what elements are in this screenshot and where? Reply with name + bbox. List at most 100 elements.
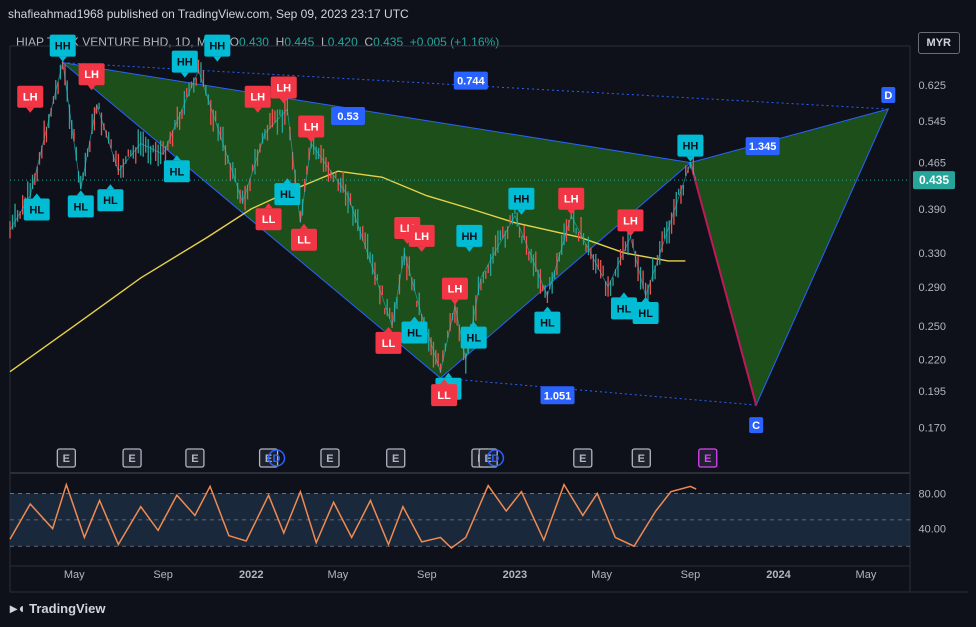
swing-badge: [290, 228, 317, 251]
pattern-point-badge: [881, 87, 896, 104]
swing-badge: [431, 384, 458, 407]
swing-badge: [408, 224, 435, 247]
swing-label: LH: [84, 69, 99, 81]
earnings-marker-label: E: [392, 453, 399, 465]
swing-badge-pointer: [384, 326, 393, 332]
swing-badge-pointer: [172, 155, 181, 161]
swing-badge: [49, 34, 76, 57]
publish-header: shafieahmad1968 published on TradingView…: [8, 7, 409, 21]
swing-badge-pointer: [279, 98, 288, 104]
swing-badge: [460, 326, 487, 349]
tv-logo-icon: ▸◖: [10, 600, 26, 616]
swing-label: LH: [250, 92, 265, 104]
swing-badge-pointer: [26, 107, 35, 113]
swing-badge: [441, 277, 468, 300]
swing-badge: [508, 187, 535, 210]
last-price-badge: [913, 171, 955, 190]
pattern-triangle-bcd: [689, 108, 890, 407]
earnings-marker-icon: [478, 448, 498, 468]
ratio-label: 0.744: [457, 76, 485, 88]
ratio-badge: [745, 137, 780, 156]
earnings-marker-icon: [122, 448, 142, 468]
swing-label: HL: [29, 205, 44, 217]
swing-label: LH: [23, 92, 38, 104]
moving-average-line: [9, 170, 686, 373]
tradingview-brand: TradingView: [29, 601, 106, 616]
earnings-marker-icon: [631, 448, 651, 468]
pattern-triangle-xab: [61, 61, 692, 379]
swing-label: HH: [209, 41, 225, 53]
swing-badge-pointer: [444, 372, 453, 378]
swing-label: LL: [297, 235, 311, 247]
swing-label: HL: [407, 328, 422, 340]
earnings-marker-label: E: [63, 453, 70, 465]
dividend-marker-label: D: [273, 453, 281, 465]
time-tick-label: May: [328, 569, 349, 581]
swing-badge: [401, 321, 428, 344]
oscillator-line: [9, 482, 697, 549]
swing-label: HL: [73, 201, 88, 213]
earnings-marker-icon: [320, 448, 340, 468]
dividend-marker-icon: [486, 449, 505, 467]
swing-badge: [67, 195, 94, 218]
swing-label: LL: [437, 390, 451, 402]
swing-badge: [255, 208, 282, 231]
high-label: H: [275, 35, 285, 49]
swing-badge: [204, 34, 231, 57]
price-tick-label: 0.250: [918, 321, 946, 333]
swing-badge: [171, 50, 198, 73]
tradingview-logo[interactable]: ▸◖ TradingView: [10, 600, 105, 617]
price-tick-label: 0.220: [918, 354, 946, 366]
swing-badge-pointer: [626, 231, 635, 237]
swing-badge-pointer: [76, 190, 85, 196]
swing-label: HH: [461, 231, 477, 243]
ratio-badge: [331, 107, 366, 126]
pattern-point-badge: [749, 417, 764, 434]
swing-label: HH: [55, 41, 71, 53]
swing-badge-pointer: [213, 56, 222, 62]
swing-badge-pointer: [686, 156, 695, 162]
pattern-point-label: C: [752, 420, 760, 432]
earnings-marker-label: E: [579, 453, 586, 465]
swing-label: HH: [513, 194, 529, 206]
swing-badge: [78, 63, 105, 86]
last-price-label: 0.435: [919, 173, 949, 187]
time-tick-label: Sep: [681, 569, 701, 581]
swing-badge-pointer: [32, 193, 41, 199]
swing-label: HL: [540, 318, 555, 330]
swing-badge-pointer: [450, 299, 459, 305]
swing-badge-pointer: [180, 72, 189, 78]
price-tick-label: 0.330: [918, 248, 946, 260]
currency-button[interactable]: MYR: [917, 32, 960, 54]
earnings-marker-icon: [698, 448, 718, 468]
price-tick-label: 0.545: [918, 116, 946, 128]
swing-badge-pointer: [641, 297, 650, 303]
swing-label: HL: [280, 189, 295, 201]
swing-label: HH: [682, 141, 698, 153]
swing-label: LH: [304, 122, 319, 134]
time-tick-label: May: [64, 569, 85, 581]
time-tick-label: 2024: [766, 569, 791, 581]
swing-label: LH: [448, 284, 463, 296]
time-tick-label: Sep: [417, 569, 437, 581]
ratio-label: 0.53: [337, 111, 358, 123]
swing-badge: [270, 76, 297, 99]
ratio-label: 1.345: [749, 141, 777, 153]
swing-label: LH: [623, 215, 638, 227]
price-tick-label: 0.390: [918, 204, 946, 216]
pattern-point-label: D: [884, 90, 892, 102]
swing-badge-pointer: [253, 107, 262, 113]
swing-label: HL: [103, 195, 118, 207]
swing-badge: [632, 302, 659, 325]
swing-badge-pointer: [543, 306, 552, 312]
swing-label: LL: [382, 338, 396, 350]
swing-badge-pointer: [469, 321, 478, 327]
swing-badge: [677, 134, 704, 157]
swing-badge: [375, 331, 402, 354]
earnings-marker-label: E: [704, 453, 711, 465]
swing-badge: [97, 189, 124, 212]
swing-badge-pointer: [299, 223, 308, 229]
swing-badge-pointer: [417, 246, 426, 252]
swing-badge-pointer: [440, 379, 449, 385]
